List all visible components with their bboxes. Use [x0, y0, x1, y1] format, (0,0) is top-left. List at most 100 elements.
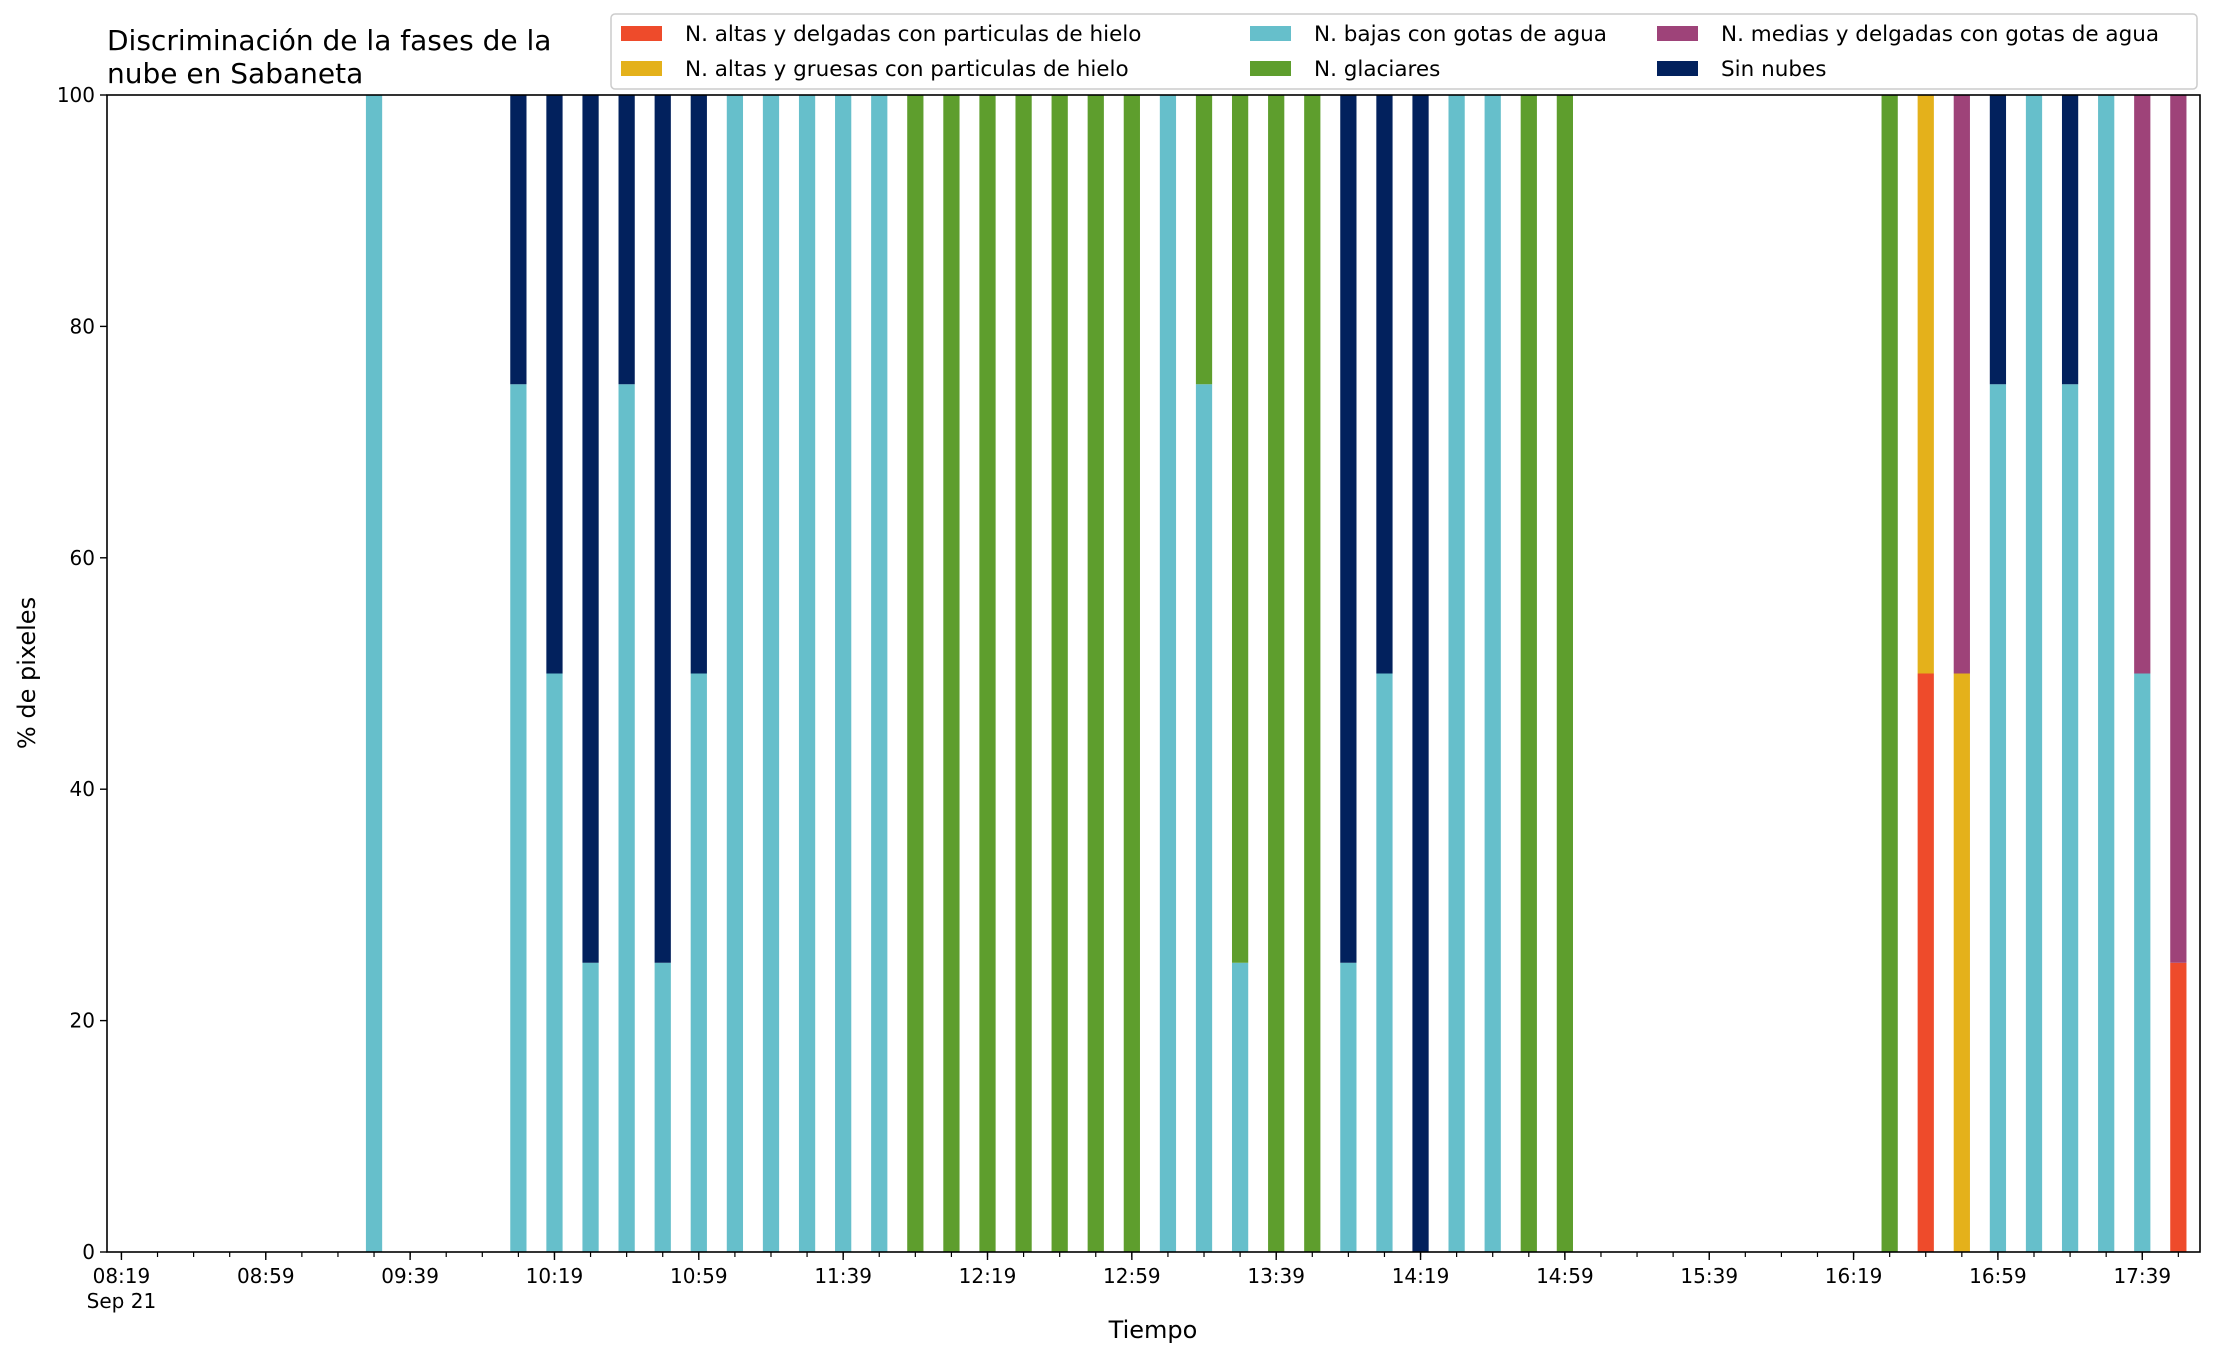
x-tick-label: 09:39 [381, 1264, 439, 1288]
bar-segment [546, 95, 563, 674]
x-tick-label: 16:19 [1825, 1264, 1883, 1288]
x-tick-label: 17:39 [2113, 1264, 2171, 1288]
bar-segment [1953, 95, 1970, 674]
bar-segment [2061, 95, 2079, 385]
bar-segment [943, 95, 960, 1252]
x-tick-label: 12:59 [1103, 1264, 1161, 1288]
bar-segment [1340, 95, 1357, 963]
legend-swatch [1250, 26, 1291, 41]
bar-segment [798, 95, 816, 1252]
legend-label: N. glaciares [1314, 57, 1440, 82]
bar-segment [546, 673, 563, 1252]
chart-title-line-1: Discriminación de la fases de la [107, 24, 551, 57]
y-tick-label: 100 [57, 83, 95, 107]
bar-segment [979, 95, 996, 1252]
y-tick-label: 0 [82, 1240, 95, 1264]
legend-label: N. altas y gruesas con particulas de hie… [685, 57, 1129, 82]
bar-segment [1412, 95, 1429, 1252]
legend-swatch [1657, 61, 1698, 76]
y-tick-label: 40 [70, 777, 95, 801]
bar-segment [510, 384, 527, 1252]
legend-box [610, 13, 2198, 90]
legend-label: N. altas y delgadas con particulas de hi… [685, 22, 1141, 47]
bar-segment [2170, 95, 2187, 963]
bar-segment [690, 673, 707, 1252]
bar-segment [1556, 95, 1573, 1252]
bars-layer [365, 95, 2187, 1252]
x-tick-label: 10:19 [526, 1264, 584, 1288]
x-tick-label: 13:39 [1247, 1264, 1305, 1288]
x-tick-label: 08:19 [93, 1264, 151, 1288]
x-tick-label: 08:59 [237, 1264, 295, 1288]
bar-segment [1015, 95, 1032, 1252]
bar-segment [1917, 95, 1934, 674]
bar-segment [1917, 673, 1934, 1252]
bar-segment [2098, 95, 2115, 1252]
bar-segment [871, 95, 888, 1252]
bar-segment [1340, 962, 1357, 1252]
bar-segment [2134, 95, 2151, 674]
x-axis-label: Tiempo [1108, 1316, 1198, 1344]
y-axis-label: % de pixeles [13, 597, 41, 749]
legend-label: N. medias y delgadas con gotas de agua [1721, 22, 2159, 47]
bar-segment [2061, 384, 2079, 1252]
bar-segment [582, 95, 599, 963]
bar-segment [1484, 95, 1501, 1252]
bar-segment [2025, 95, 2043, 1252]
bar-segment [654, 95, 671, 963]
bar-segment [510, 95, 527, 385]
bar-segment [1989, 384, 2007, 1252]
bar-segment [1159, 95, 1177, 1252]
bar-segment [1051, 95, 1068, 1252]
bar-segment [1087, 95, 1104, 1252]
x-tick-label: 11:39 [814, 1264, 872, 1288]
legend-label: N. bajas con gotas de agua [1314, 22, 1607, 47]
legend-swatch [621, 26, 662, 41]
y-tick-label: 80 [70, 314, 95, 338]
bar-segment [762, 95, 780, 1252]
x-tick-sublabel: Sep 21 [87, 1289, 157, 1313]
bar-segment [618, 384, 635, 1252]
bar-segment [1953, 673, 1970, 1252]
legend-label: Sin nubes [1721, 57, 1826, 82]
x-tick-label: 12:19 [959, 1264, 1017, 1288]
bar-segment [1231, 962, 1249, 1252]
bar-segment [1881, 95, 1898, 1252]
bar-segment [1304, 95, 1321, 1252]
bar-segment [1376, 95, 1393, 674]
bar-segment [1231, 95, 1249, 963]
x-tick-label: 14:59 [1536, 1264, 1594, 1288]
y-tick-label: 20 [70, 1009, 95, 1033]
chart-title-line-2: nube en Sabaneta [107, 57, 363, 90]
x-tick-label: 14:19 [1392, 1264, 1450, 1288]
bar-segment [907, 95, 924, 1252]
legend-swatch [621, 61, 662, 76]
legend-swatch [1250, 61, 1291, 76]
bar-segment [2134, 673, 2151, 1252]
legend-swatch [1657, 26, 1698, 41]
bar-segment [1268, 95, 1285, 1252]
y-tick-label: 60 [70, 546, 95, 570]
x-tick-label: 10:59 [670, 1264, 728, 1288]
bar-segment [1123, 95, 1140, 1252]
bar-segment [1195, 95, 1213, 385]
bar-segment [726, 95, 744, 1252]
bar-segment [654, 962, 671, 1252]
bar-segment [365, 95, 383, 1252]
plot-frame [106, 94, 2201, 1253]
bar-segment [582, 962, 599, 1252]
x-tick-label: 16:59 [1969, 1264, 2027, 1288]
legend: N. altas y delgadas con particulas de hi… [610, 13, 2198, 90]
bar-segment [1989, 95, 2007, 385]
bar-segment [690, 95, 707, 674]
bar-segment [2170, 962, 2187, 1252]
bar-segment [1376, 673, 1393, 1252]
x-tick-label: 15:39 [1680, 1264, 1738, 1288]
bar-segment [1520, 95, 1537, 1252]
bar-segment [1448, 95, 1465, 1252]
bar-segment [835, 95, 852, 1252]
bar-segment [1195, 384, 1213, 1252]
bar-segment [618, 95, 635, 385]
